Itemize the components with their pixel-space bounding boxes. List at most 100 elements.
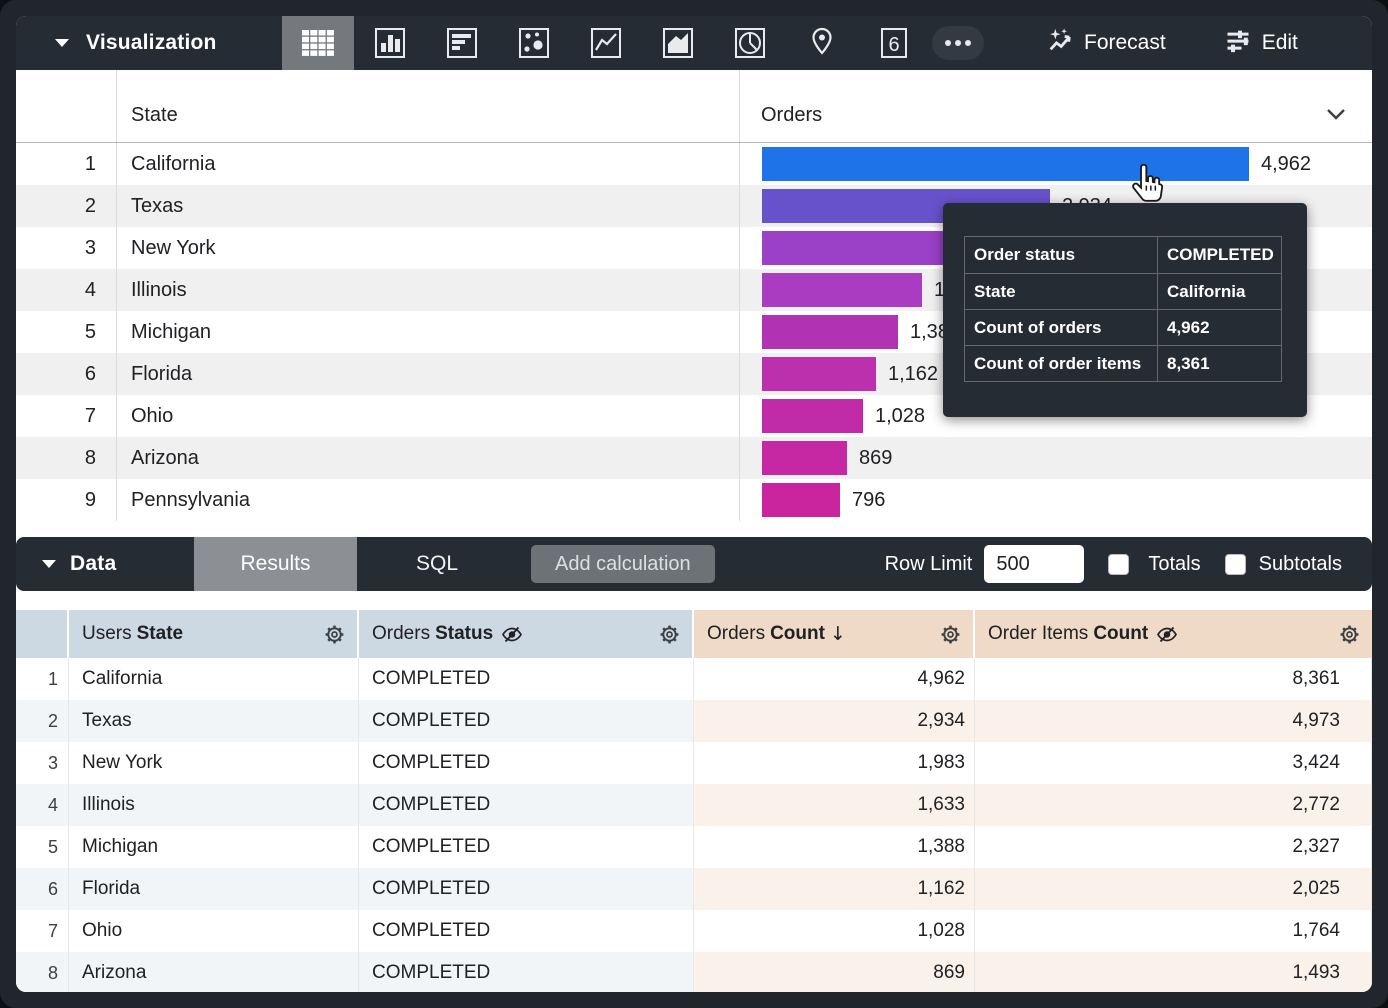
orders-count-cell[interactable]: 1,028: [694, 910, 975, 952]
viz-type-single-value[interactable]: 6: [858, 16, 930, 70]
data-panel-toolbar: Data Results SQL Add calculation Row Lim…: [16, 537, 1372, 591]
edit-button[interactable]: Edit: [1224, 16, 1298, 70]
viz-type-area-chart[interactable]: [642, 16, 714, 70]
gear-icon[interactable]: [323, 623, 346, 646]
status-cell[interactable]: COMPLETED: [359, 658, 694, 700]
gear-icon[interactable]: [1338, 623, 1361, 646]
totals-checkbox[interactable]: [1108, 553, 1130, 575]
orders-bar[interactable]: [762, 147, 1249, 181]
column-header-status[interactable]: Orders Status: [359, 610, 694, 658]
results-row-ohio: 7 Ohio COMPLETED 1,028 1,764: [16, 910, 1372, 952]
status-cell[interactable]: COMPLETED: [359, 868, 694, 910]
results-row-illinois: 4 Illinois COMPLETED 1,633 2,772: [16, 784, 1372, 826]
viz-type-pie-chart[interactable]: [714, 16, 786, 70]
order-items-count-cell[interactable]: 3,424: [975, 742, 1372, 784]
viz-type-bar-chart[interactable]: [426, 16, 498, 70]
state-cell[interactable]: California: [69, 658, 359, 700]
order-items-count-cell[interactable]: 1,493: [975, 952, 1372, 992]
viz-type-line-chart[interactable]: [570, 16, 642, 70]
viz-orders-cell: 869: [739, 437, 1371, 479]
collapse-triangle-icon: [55, 39, 69, 47]
orders-bar[interactable]: [762, 273, 922, 307]
results-row-new-york: 3 New York COMPLETED 1,983 3,424: [16, 742, 1372, 784]
state-cell[interactable]: Florida: [69, 868, 359, 910]
tune-sliders-icon: [1224, 26, 1252, 60]
viz-type-map-pin[interactable]: [786, 16, 858, 70]
row-limit-input[interactable]: [984, 545, 1085, 583]
state-cell[interactable]: Illinois: [69, 784, 359, 826]
orders-bar[interactable]: [762, 231, 957, 265]
viz-row-california: 1 California 4,962: [16, 143, 1372, 185]
viz-table-header: State Orders: [16, 70, 1372, 143]
orders-count-cell[interactable]: 2,934: [694, 700, 975, 742]
orders-count-cell[interactable]: 1,162: [694, 868, 975, 910]
viz-orders-column-header[interactable]: Orders: [739, 70, 1371, 142]
app-window: Visualization 6 Forecast: [16, 16, 1372, 992]
column-header-count[interactable]: Orders Count ↓: [694, 610, 975, 658]
column-header-label: Orders Count: [707, 623, 825, 644]
add-calculation-button[interactable]: Add calculation: [531, 545, 715, 583]
order-items-count-cell[interactable]: 2,327: [975, 826, 1372, 868]
viz-state-cell: Illinois: [131, 278, 187, 301]
state-cell[interactable]: Ohio: [69, 910, 359, 952]
viz-type-table-chart[interactable]: [282, 16, 354, 70]
orders-bar[interactable]: [762, 315, 898, 349]
mouse-cursor-hand: [1128, 163, 1164, 209]
data-section-toggle[interactable]: Data: [16, 537, 194, 591]
orders-bar[interactable]: [762, 483, 840, 517]
tab-sql[interactable]: SQL: [415, 552, 459, 575]
viz-row-number: 5: [16, 311, 117, 353]
status-cell[interactable]: COMPLETED: [359, 952, 694, 992]
orders-count-cell[interactable]: 1,388: [694, 826, 975, 868]
more-options-pill: [932, 26, 984, 60]
status-cell[interactable]: COMPLETED: [359, 742, 694, 784]
order-items-count-cell[interactable]: 2,025: [975, 868, 1372, 910]
subtotals-checkbox[interactable]: [1224, 553, 1246, 575]
order-items-count-cell[interactable]: 8,361: [975, 658, 1372, 700]
status-cell[interactable]: COMPLETED: [359, 700, 694, 742]
status-cell[interactable]: COMPLETED: [359, 910, 694, 952]
area-chart-icon: [661, 26, 695, 60]
orders-bar-value: 1,028: [875, 404, 926, 427]
viz-type-column-chart[interactable]: [354, 16, 426, 70]
visualization-section-toggle[interactable]: Visualization: [16, 16, 282, 70]
order-items-count-cell[interactable]: 4,973: [975, 700, 1372, 742]
tab-results[interactable]: Results: [194, 537, 357, 591]
tooltip-row: Count of order items 8,361: [965, 345, 1281, 381]
state-cell[interactable]: Texas: [69, 700, 359, 742]
tooltip-row: Count of orders 4,962: [965, 309, 1281, 345]
sparkle-icon: [1046, 26, 1074, 60]
viz-row-number: 7: [16, 395, 117, 437]
order-items-count-cell[interactable]: 2,772: [975, 784, 1372, 826]
orders-bar[interactable]: [762, 441, 847, 475]
viz-row-number: 8: [16, 437, 117, 479]
orders-bar[interactable]: [762, 357, 876, 391]
state-cell[interactable]: Arizona: [69, 952, 359, 992]
orders-count-cell[interactable]: 1,633: [694, 784, 975, 826]
forecast-button[interactable]: Forecast: [1046, 16, 1166, 70]
orders-count-cell[interactable]: 4,962: [694, 658, 975, 700]
status-cell[interactable]: COMPLETED: [359, 826, 694, 868]
orders-count-cell[interactable]: 1,983: [694, 742, 975, 784]
chevron-down-icon[interactable]: [1325, 104, 1347, 127]
order-items-count-cell[interactable]: 1,764: [975, 910, 1372, 952]
row-number-cell: 2: [16, 700, 69, 742]
column-header-items[interactable]: Order Items Count: [975, 610, 1372, 658]
state-cell[interactable]: Michigan: [69, 826, 359, 868]
viz-type-scatter-chart[interactable]: [498, 16, 570, 70]
gear-icon[interactable]: [939, 623, 962, 646]
orders-bar[interactable]: [762, 399, 863, 433]
status-cell[interactable]: COMPLETED: [359, 784, 694, 826]
state-cell[interactable]: New York: [69, 742, 359, 784]
results-row-arizona: 8 Arizona COMPLETED 869 1,493: [16, 952, 1372, 992]
tooltip-label: State: [974, 281, 1016, 301]
viz-row-number: 2: [16, 185, 117, 227]
viz-type-more-options[interactable]: [930, 16, 986, 70]
gear-icon[interactable]: [658, 623, 681, 646]
column-header-state[interactable]: Users State: [69, 610, 359, 658]
viz-orders-header-label: Orders: [761, 104, 823, 126]
viz-row-number: 4: [16, 269, 117, 311]
orders-count-cell[interactable]: 869: [694, 952, 975, 992]
viz-state-column-header[interactable]: State: [131, 104, 178, 126]
